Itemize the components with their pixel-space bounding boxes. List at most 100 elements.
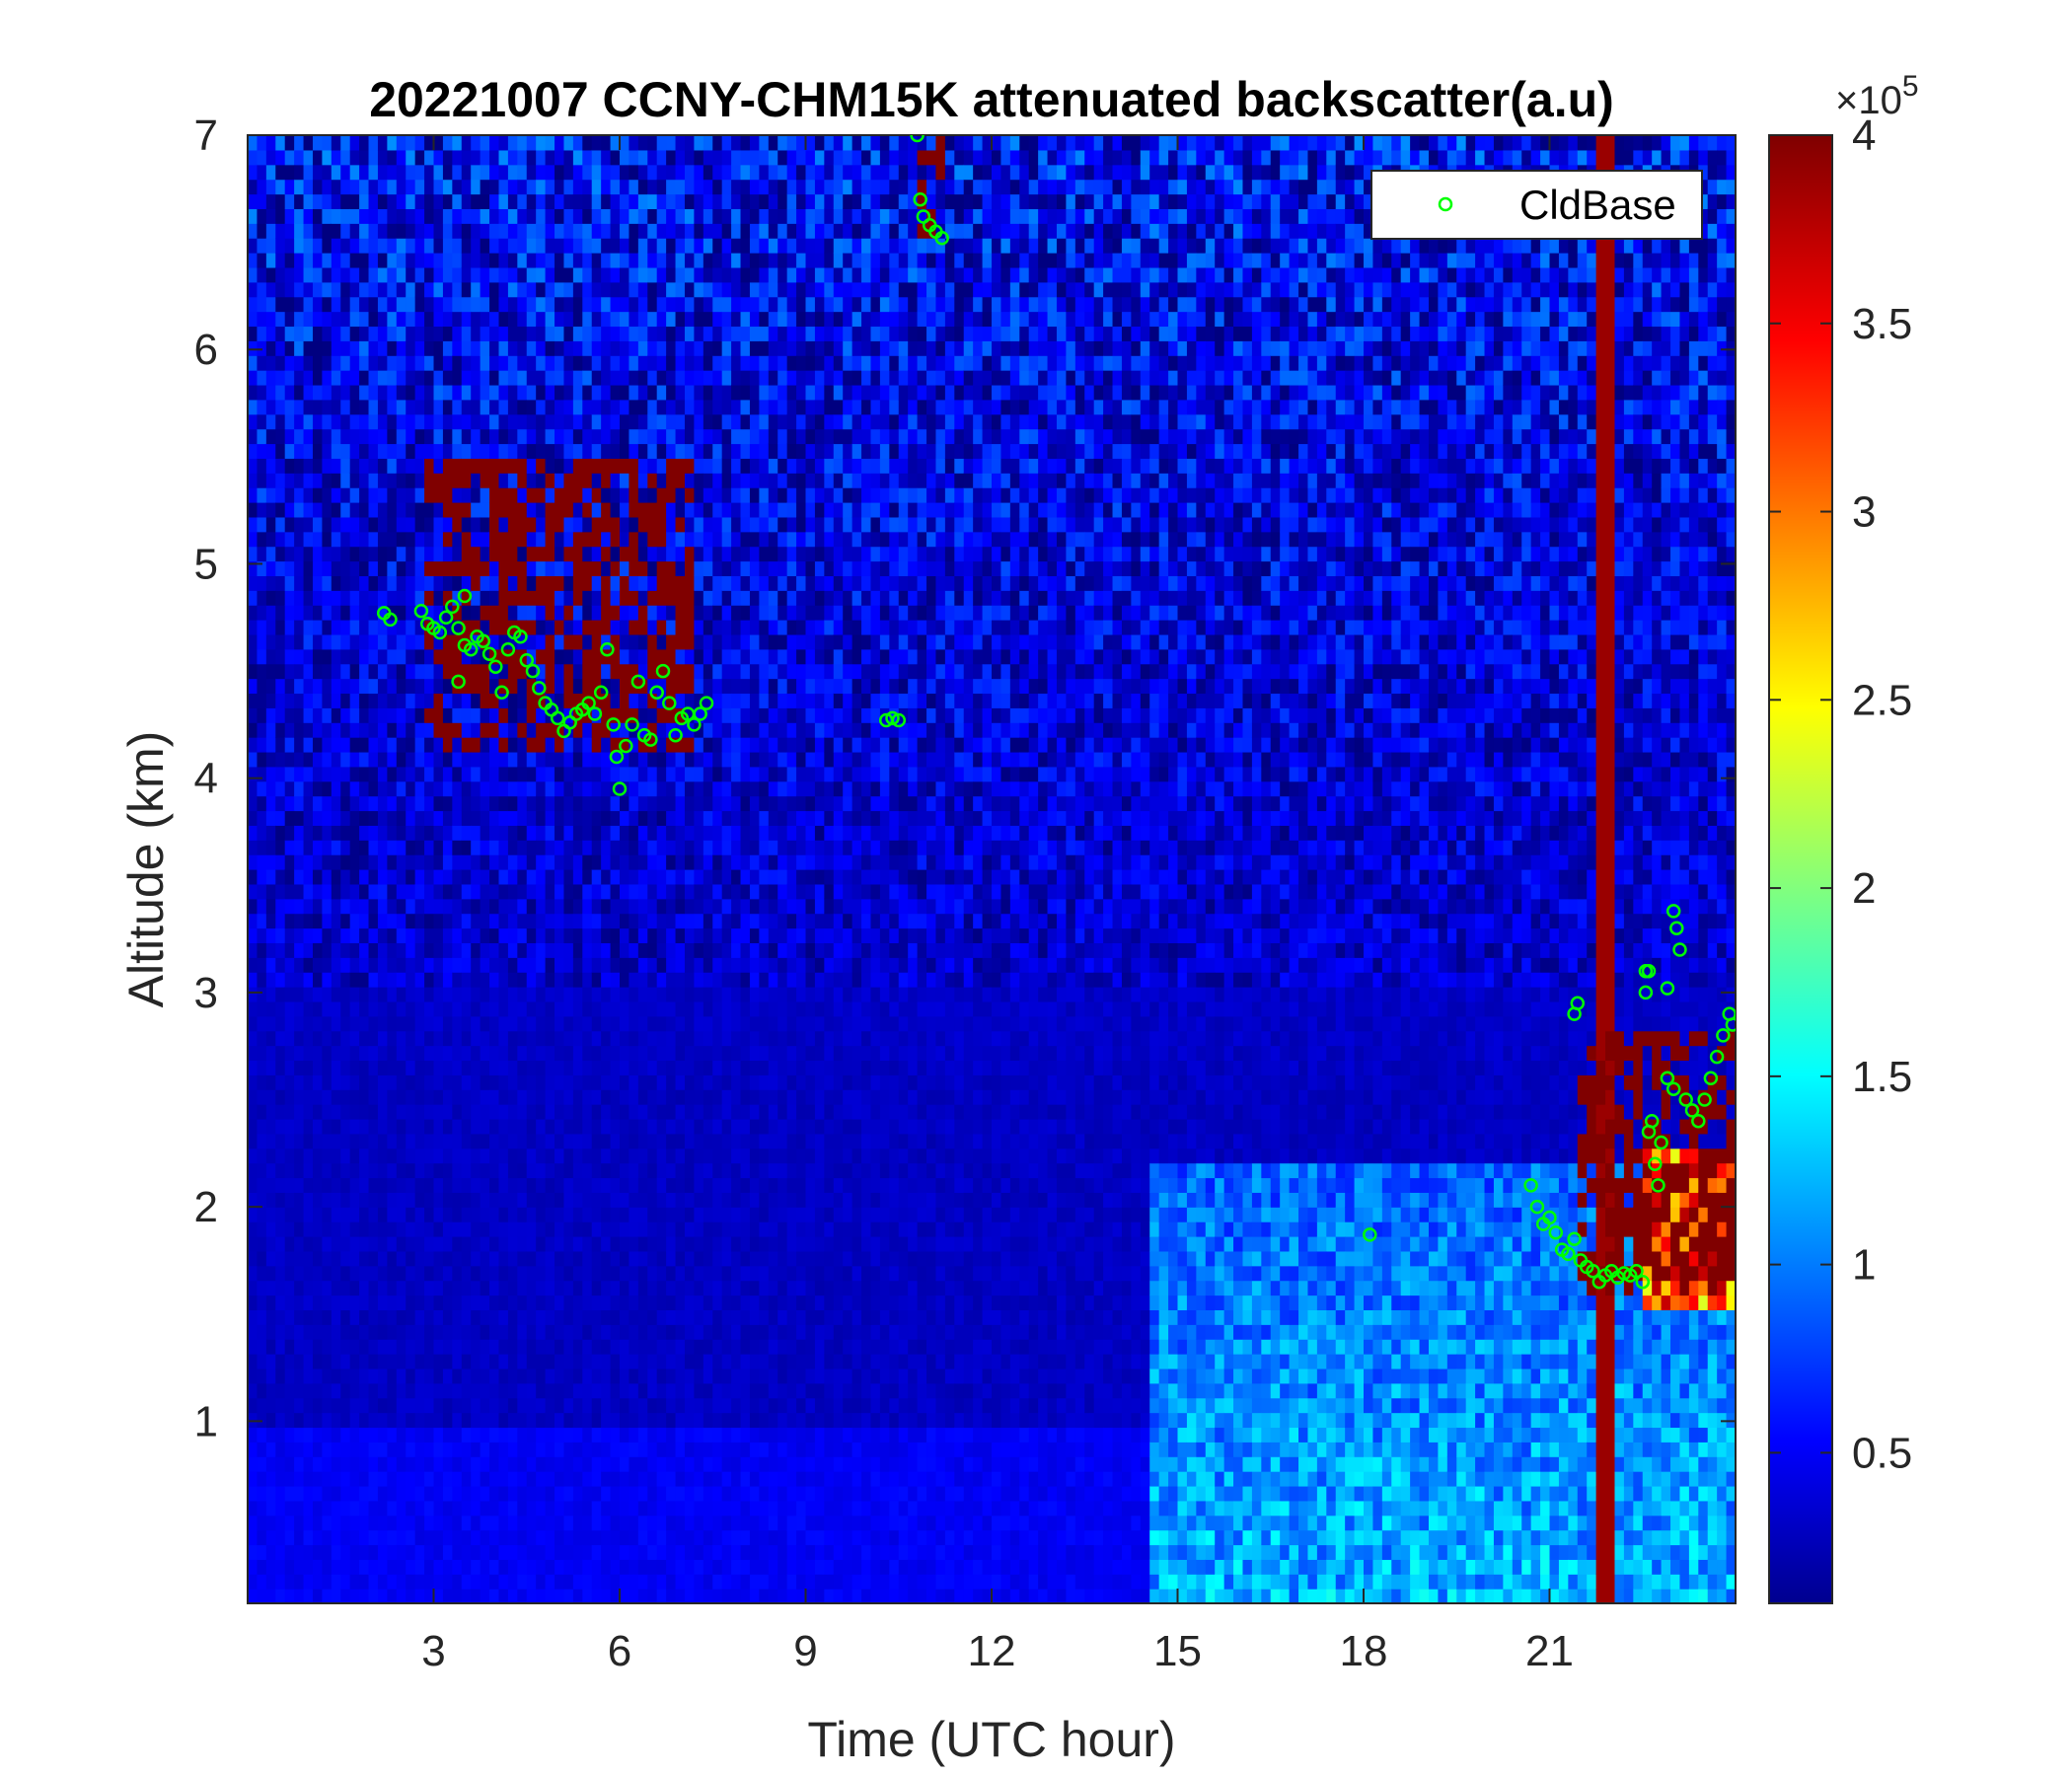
heatmap-cell (629, 590, 639, 606)
heatmap-cell (433, 355, 444, 371)
heatmap-cell (517, 722, 528, 738)
heatmap-cell (322, 1442, 333, 1457)
heatmap-cell (312, 281, 324, 298)
heatmap-cell (545, 473, 555, 488)
heatmap-cell (563, 1265, 574, 1282)
heatmap-cell (284, 898, 295, 915)
heatmap-cell (294, 1500, 305, 1517)
heatmap-cell (461, 1427, 472, 1443)
heatmap-cell (331, 1265, 341, 1282)
heatmap-cell (396, 487, 407, 503)
heatmap-cell (406, 869, 416, 885)
heatmap-cell (340, 1456, 351, 1472)
heatmap-cell (471, 326, 481, 341)
heatmap-cell (498, 560, 509, 576)
heatmap-cell (637, 1500, 648, 1517)
heatmap-cell (610, 1382, 621, 1399)
heatmap-cell (703, 1397, 713, 1414)
heatmap-cell (656, 620, 667, 635)
heatmap-cell (666, 1309, 677, 1325)
heatmap-cell (647, 443, 658, 459)
heatmap-cell (694, 927, 704, 943)
heatmap-cell (489, 1192, 500, 1208)
heatmap-cell (368, 927, 379, 943)
heatmap-cell (471, 780, 481, 797)
heatmap-cell (322, 1207, 333, 1222)
heatmap-cell (248, 633, 259, 650)
heatmap-cell (424, 633, 435, 650)
heatmap-cell (545, 1089, 555, 1105)
heatmap-cell (442, 1207, 453, 1222)
heatmap-cell (368, 1060, 379, 1075)
heatmap-cell (331, 1382, 341, 1399)
heatmap-cell (248, 575, 259, 591)
heatmap-cell (694, 1250, 704, 1267)
heatmap-cell (471, 149, 481, 166)
heatmap-cell (406, 531, 416, 548)
heatmap-cell (694, 1221, 704, 1237)
heatmap-cell (471, 1324, 481, 1340)
heatmap-cell (461, 1559, 472, 1575)
heatmap-cell (257, 1427, 267, 1443)
heatmap-cell (526, 1104, 537, 1120)
heatmap-cell (480, 1133, 490, 1149)
heatmap-cell (620, 193, 630, 209)
heatmap-cell (340, 1250, 351, 1267)
heatmap-cell (684, 1471, 696, 1487)
heatmap-cell (629, 825, 639, 841)
heatmap-cell (498, 1574, 509, 1590)
heatmap-cell (248, 1427, 259, 1443)
heatmap-cell (461, 1118, 472, 1135)
heatmap-cell (312, 443, 324, 459)
heatmap-cell (377, 780, 388, 797)
heatmap-cell (265, 780, 276, 797)
heatmap-cell (275, 751, 286, 768)
heatmap-cell (536, 1030, 547, 1047)
heatmap-cell (471, 1177, 481, 1193)
heatmap-cell (498, 1589, 509, 1603)
heatmap-cell (694, 149, 704, 166)
heatmap-cell (340, 164, 351, 181)
heatmap-cell (545, 311, 555, 328)
heatmap-cell (563, 193, 574, 209)
heatmap-cell (406, 326, 416, 341)
heatmap-cell (377, 575, 388, 591)
heatmap-cell (284, 825, 295, 841)
heatmap-cell (694, 840, 704, 855)
heatmap-cell (536, 253, 547, 268)
heatmap-cell (675, 1104, 686, 1120)
heatmap-cell (368, 238, 379, 254)
heatmap-cell (684, 1074, 696, 1090)
heatmap-cell (452, 473, 463, 488)
heatmap-cell (265, 1221, 276, 1237)
heatmap-cell (675, 296, 686, 313)
heatmap-cell (647, 1412, 658, 1429)
heatmap-cell (359, 1471, 370, 1487)
heatmap-cell (377, 340, 388, 356)
heatmap-cell (349, 825, 360, 841)
heatmap-cell (312, 384, 324, 401)
heatmap-cell (442, 693, 453, 708)
heatmap-cell (498, 1265, 509, 1282)
heatmap-cell (387, 502, 398, 518)
heatmap-cell (322, 942, 333, 958)
heatmap-cell (442, 957, 453, 973)
heatmap-cell (517, 810, 528, 826)
heatmap-cell (248, 355, 259, 371)
heatmap-cell (359, 413, 370, 430)
heatmap-cell (675, 546, 686, 562)
heatmap-cell (582, 722, 593, 738)
heatmap-cell (517, 913, 528, 929)
heatmap-cell (517, 707, 528, 723)
heatmap-cell (694, 1000, 704, 1017)
heatmap-cell (526, 575, 537, 591)
heatmap-cell (489, 370, 500, 386)
heatmap-cell (284, 1309, 295, 1325)
heatmap-cell (265, 913, 276, 929)
heatmap-cell (265, 1280, 276, 1296)
heatmap-cell (294, 1471, 305, 1487)
heatmap-cell (526, 620, 537, 635)
heatmap-cell (442, 854, 453, 870)
heatmap-cell (498, 1147, 509, 1164)
heatmap-cell (610, 898, 621, 915)
